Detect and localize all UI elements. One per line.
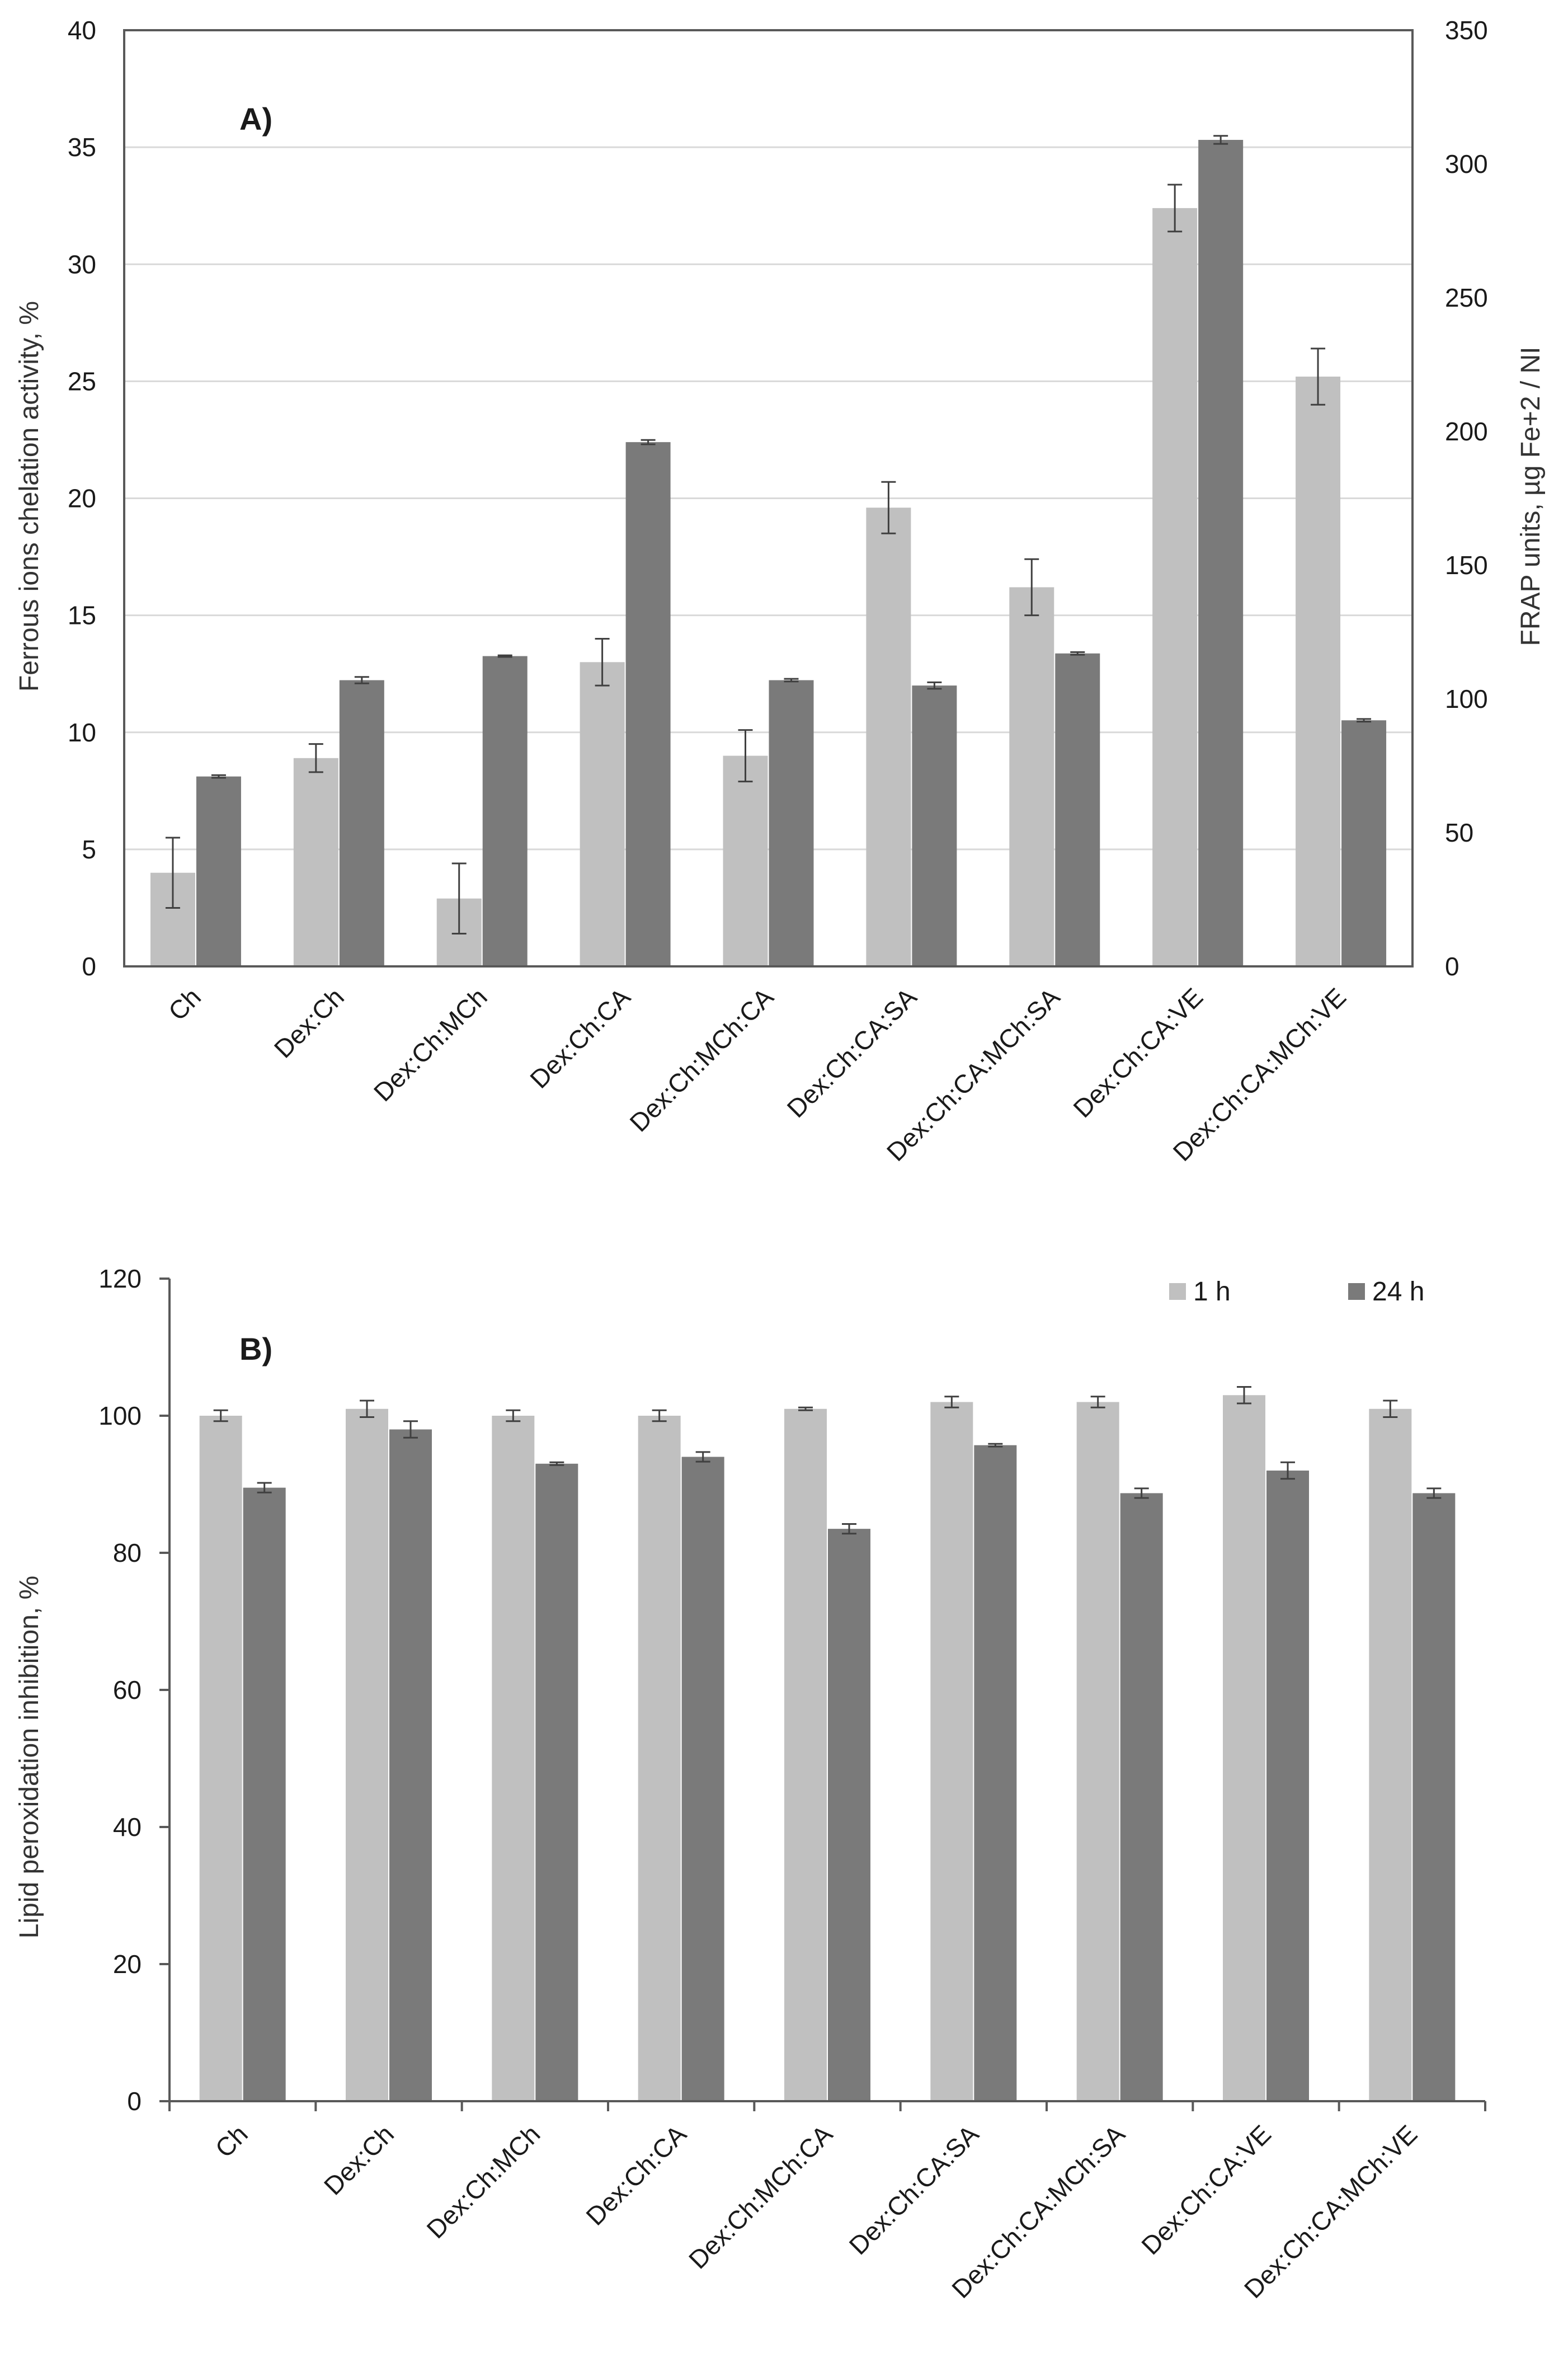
- chart-b-axes: [159, 1278, 1486, 2111]
- chart-a-bar-1h-dex-ch-ca-mch-ve: [1296, 377, 1341, 966]
- chart-a-category-dex-ch-ca-sa: Dex:Ch:CA:SA: [781, 982, 922, 1123]
- legend-label-24h: 24 h: [1372, 1277, 1424, 1307]
- chart-a-category-dex-ch-mch: Dex:Ch:MCh: [368, 982, 493, 1107]
- chart-b-y-tick-0: 0: [127, 2087, 142, 2116]
- chart-b-left-ticks: 0 20 40 60 80 100 120: [98, 1264, 142, 2116]
- chart-a-plot-frame: [123, 29, 1414, 967]
- chart-a-left-tick-0: 0: [82, 952, 96, 981]
- chart-b-panel-label: B): [239, 1331, 272, 1366]
- chart-a-right-tick-300: 300: [1445, 149, 1488, 179]
- chart-a: 0 5 10 15 20 25 30 35 40 0 50 100 150 200 250 300 350 C…: [15, 16, 1546, 1167]
- chart-a-bar-1h-dex-ch-ca-mch-sa: [1009, 587, 1054, 966]
- chart-a-bar-1h-dex-ch-mch-ca: [723, 755, 768, 966]
- chart-b-bar-24h-dex-ch-ca-ve: [1266, 1471, 1309, 2101]
- chart-b-bar-24h-dex-ch-ca-mch-sa: [1120, 1493, 1163, 2101]
- legend-swatch-1h: [1169, 1283, 1186, 1300]
- chart-b-bar-1h-dex-ch-ca-sa: [930, 1402, 973, 2101]
- chart-b-y-tick-20: 20: [113, 1950, 142, 1979]
- chart-b-category-dex-ch-mch: Dex:Ch:MCh: [421, 2119, 545, 2244]
- chart-a-left-tick-35: 35: [68, 133, 96, 162]
- chart-b-bar-24h-dex-ch-ca-mch-ve: [1412, 1493, 1456, 2101]
- chart-b-category-labels: Ch Dex:Ch Dex:Ch:MCh Dex:Ch:CADex:Ch:MCh:CA…: [209, 2119, 1423, 2304]
- chart-b-category-dex-ch: Dex:Ch: [318, 2119, 399, 2200]
- chart-a-bar-1h-dex-ch-ca-sa: [866, 508, 911, 966]
- chart-b-y-tick-120: 120: [98, 1264, 142, 1293]
- chart-b-bar-1h-dex-ch-ca-ve: [1223, 1395, 1265, 2101]
- chart-b-bar-24h-dex-ch-ca-sa: [974, 1445, 1017, 2101]
- chart-a-left-tick-5: 5: [82, 835, 96, 864]
- chart-b-y-tick-40: 40: [113, 1812, 142, 1842]
- chart-a-right-tick-200: 200: [1445, 417, 1488, 446]
- chart-a-bar-24h-dex-ch-mch-ca: [769, 680, 814, 966]
- chart-a-bar-24h-dex-ch-mch: [482, 656, 528, 966]
- chart-b-bar-1h-dex-ch-ca-mch-ve: [1369, 1408, 1412, 2101]
- chart-a-bar-24h-dex-ch-ca-mch-sa: [1055, 653, 1100, 966]
- chart-b-bar-24h-dex-ch-ca: [681, 1457, 724, 2101]
- chart-a-left-tick-30: 30: [68, 250, 96, 279]
- chart-b-bar-24h-dex-ch-mch: [535, 1463, 578, 2101]
- chart-a-error-bars: [165, 135, 1372, 934]
- chart-b-bar-24h-dex-ch-mch-ca: [828, 1529, 870, 2101]
- chart-a-right-tick-350: 350: [1445, 16, 1488, 45]
- legend-swatch-24h: [1348, 1283, 1365, 1300]
- chart-a-category-ch: Ch: [163, 982, 206, 1026]
- chart-b-category-dex-ch-ca-ve: Dex:Ch:CA:VE: [1136, 2119, 1277, 2260]
- chart-a-bar-1h-dex-ch-ca-ve: [1152, 208, 1198, 966]
- chart-a-category-dex-ch-ca: Dex:Ch:CA: [524, 982, 636, 1094]
- chart-a-category-dex-ch-ca-ve: Dex:Ch:CA:VE: [1067, 982, 1208, 1123]
- chart-a-category-dex-ch: Dex:Ch: [269, 982, 350, 1063]
- chart-b-category-ch: Ch: [209, 2119, 253, 2163]
- chart-b-bar-1h-dex-ch: [346, 1408, 388, 2101]
- chart-a-frame: [123, 29, 1414, 967]
- legend: 1 h 24 h: [1169, 1277, 1424, 1307]
- chart-a-bar-24h-dex-ch: [339, 680, 384, 966]
- chart-a-left-ticks: 0 5 10 15 20 25 30 35 40: [68, 16, 96, 981]
- chart-a-bar-24h-dex-ch-ca-ve: [1198, 139, 1244, 967]
- chart-a-right-tick-50: 50: [1445, 818, 1473, 847]
- chart-b-error-bars: [213, 1386, 1442, 1535]
- chart-a-bars: [150, 139, 1387, 967]
- chart-a-left-tick-25: 25: [68, 367, 96, 396]
- chart-a-gridlines: [124, 146, 1412, 851]
- chart-b-bar-1h-dex-ch-ca-mch-sa: [1076, 1402, 1119, 2101]
- chart-b-category-dex-ch-ca: Dex:Ch:CA: [580, 2119, 692, 2231]
- chart-a-left-axis-title: Ferrous ions chelation activity, %: [15, 301, 44, 692]
- chart-a-category-dex-ch-mch-ca: Dex:Ch:MCh:CA: [624, 982, 779, 1137]
- chart-a-right-axis-title: FRAP units, µg Fe+2 / NI: [1516, 347, 1546, 646]
- chart-b-y-tick-100: 100: [98, 1401, 142, 1430]
- chart-b-y-tick-60: 60: [113, 1675, 142, 1704]
- chart-b-bar-24h-ch: [243, 1487, 286, 2101]
- chart-a-bar-24h-dex-ch-ca-sa: [912, 685, 957, 966]
- chart-b-bar-1h-dex-ch-ca: [638, 1416, 681, 2101]
- chart-a-left-tick-20: 20: [68, 484, 96, 513]
- chart-a-bar-24h-dex-ch-ca: [625, 442, 671, 966]
- chart-b-category-dex-ch-ca-sa: Dex:Ch:CA:SA: [844, 2119, 985, 2260]
- chart-a-right-tick-150: 150: [1445, 551, 1488, 580]
- chart-a-bar-24h-dex-ch-ca-mch-ve: [1341, 720, 1387, 966]
- chart-a-right-tick-100: 100: [1445, 684, 1488, 713]
- chart-a-bar-1h-dex-ch: [293, 758, 338, 966]
- chart-b: 0 20 40 60 80 100 120 Ch Dex:Ch Dex:Ch:MCh Dex:Ch…: [15, 1264, 1486, 2304]
- chart-a-bar-24h-ch: [196, 776, 241, 966]
- chart-a-category-labels: Ch Dex:Ch Dex:Ch:MCh Dex:Ch:CADex:Ch:MCh:CA…: [163, 982, 1352, 1167]
- legend-label-1h: 1 h: [1193, 1277, 1231, 1307]
- chart-a-bar-1h-dex-ch-ca: [580, 662, 625, 966]
- chart-b-bars: [199, 1395, 1456, 2101]
- chart-a-panel-label: A): [239, 101, 272, 137]
- chart-b-bar-1h-dex-ch-mch-ca: [784, 1408, 827, 2101]
- chart-b-category-dex-ch-mch-ca: Dex:Ch:MCh:CA: [683, 2119, 838, 2274]
- chart-b-bar-1h-dex-ch-mch: [492, 1416, 535, 2101]
- chart-a-left-tick-10: 10: [68, 718, 96, 747]
- chart-b-y-tick-80: 80: [113, 1538, 142, 1567]
- chart-a-left-tick-40: 40: [68, 16, 96, 45]
- chart-a-left-tick-15: 15: [68, 601, 96, 630]
- chart-a-right-tick-250: 250: [1445, 283, 1488, 312]
- chart-b-bar-24h-dex-ch: [389, 1429, 432, 2101]
- chart-b-y-axis-title: Lipid peroxidation inhibition, %: [15, 1576, 44, 1938]
- chart-a-right-tick-0: 0: [1445, 952, 1459, 981]
- chart-b-bar-1h-ch: [199, 1416, 242, 2101]
- chart-a-right-ticks: 0 50 100 150 200 250 300 350: [1445, 16, 1488, 981]
